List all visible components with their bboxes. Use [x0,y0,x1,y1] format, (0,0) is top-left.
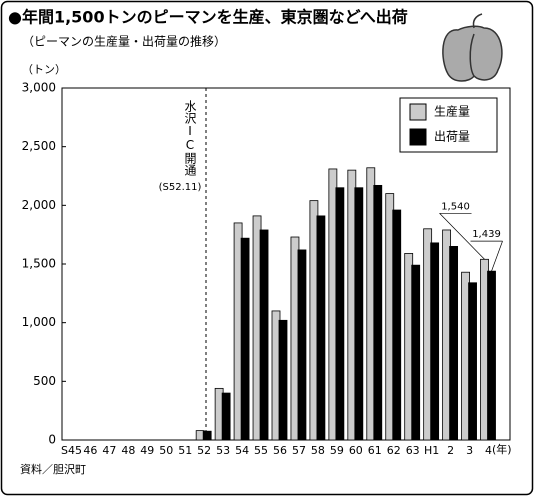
x-axis-label: (年) [492,442,512,456]
x-tick-label: 58 [311,444,325,457]
legend-swatch [409,128,427,146]
x-tick-label: 47 [102,444,116,457]
x-tick-label: 59 [330,444,344,457]
shipping-bar [316,215,326,441]
y-tick-label: 2,000 [22,198,56,212]
source: 資料／胆沢町 [20,462,86,476]
shipping-bar [354,187,364,441]
value-label: 1,439 [472,229,501,240]
shipping-bar [240,237,250,441]
x-tick-label: 46 [83,444,97,457]
legend-label: 出荷量 [434,130,470,144]
x-tick-label: 62 [387,444,401,457]
shipping-bar [335,187,345,441]
x-tick-label: 60 [349,444,363,457]
y-axis-label: （トン） [22,63,66,76]
x-tick-label: 54 [235,444,249,457]
shipping-bar [411,264,421,441]
shipping-bar [297,249,307,441]
shipping-bar [392,209,402,441]
shipping-bar [259,229,269,441]
annotation: 水沢IC開通 [183,100,197,176]
x-tick-label: 4 [485,444,492,457]
x-tick-label: 52 [197,444,211,457]
annotation-date: (S52.11) [159,182,202,193]
x-tick-label: 2 [447,444,454,457]
x-tick-label: H1 [424,444,439,457]
x-tick-label: 48 [121,444,135,457]
x-tick-label: 3 [466,444,473,457]
shipping-bar [487,270,496,441]
shipping-bar [202,430,212,441]
y-tick-label: 2,500 [22,139,56,153]
x-tick-label: 51 [178,444,192,457]
x-tick-label: 55 [254,444,268,457]
chart-title: ●年間1,500トンのピーマンを生産、東京圏などへ出荷 [8,8,408,27]
y-tick-label: 0 [48,433,56,447]
shipping-bar [373,184,383,441]
x-tick-label: 57 [292,444,306,457]
leader-line [491,241,503,272]
legend-swatch [409,103,427,121]
x-tick-label: 61 [368,444,382,457]
y-tick-label: 500 [33,374,56,388]
shipping-bar [430,242,440,441]
shipping-bar [221,392,231,441]
y-tick-label: 1,000 [22,315,56,329]
x-tick-label: 50 [159,444,173,457]
legend-label: 生産量 [434,104,470,119]
y-tick-label: 1,500 [22,257,56,271]
x-tick-label: 53 [216,444,230,457]
shipping-bar [278,319,288,441]
pepper-icon [442,13,503,82]
x-tick-label: 63 [406,444,420,457]
value-label: 1,540 [441,201,470,212]
shipping-bar [449,245,459,441]
x-tick-label: S45 [61,444,82,457]
chart-subtitle: （ピーマンの生産量・出荷量の推移） [22,34,226,49]
shipping-bar [468,282,477,441]
x-tick-label: 56 [273,444,287,457]
x-tick-label: 49 [140,444,154,457]
y-tick-label: 3,000 [22,81,56,95]
leader-line [439,213,485,260]
